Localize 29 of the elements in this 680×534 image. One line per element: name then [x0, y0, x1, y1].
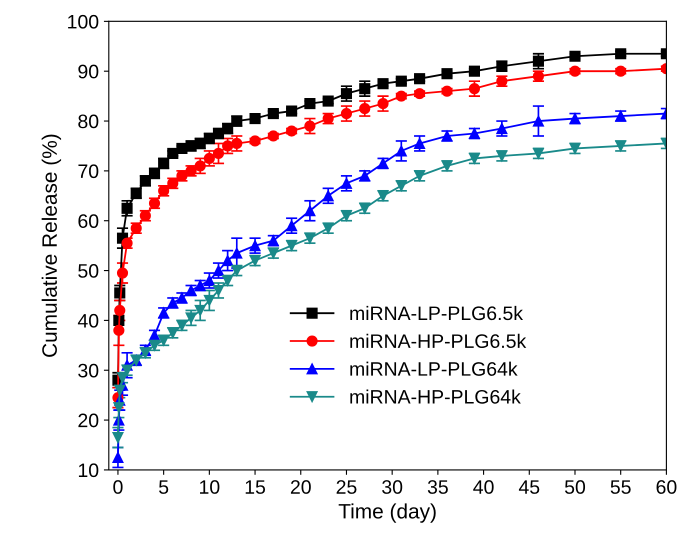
y-tick-label: 30 — [78, 364, 98, 378]
y-tick-label: 40 — [78, 314, 98, 328]
y-tick-label: 90 — [78, 64, 98, 78]
x-tick-label: 30 — [382, 480, 402, 494]
y-tick-label: 100 — [68, 14, 98, 29]
x-tick-label: 25 — [336, 480, 356, 494]
y-axis-title: Cumulative Release (%) — [42, 134, 62, 357]
y-tick-label: 50 — [78, 264, 98, 278]
y-tick-label: 80 — [78, 114, 98, 128]
legend-label: miRNA-LP-PLG64k — [350, 362, 518, 376]
y-tick-label: 20 — [78, 414, 98, 428]
x-tick-label: 15 — [246, 480, 266, 494]
legend-label: miRNA-LP-PLG6.5k — [350, 306, 524, 320]
y-tick-label: 60 — [78, 214, 98, 228]
x-tick-label: 35 — [428, 480, 448, 494]
x-tick-label: 10 — [200, 480, 220, 494]
x-tick-label: 50 — [564, 480, 586, 494]
x-axis-title: Time (day) — [338, 503, 436, 523]
y-tick-label: 10 — [78, 463, 98, 478]
y-tick-label: 70 — [78, 164, 98, 178]
x-tick-label: 20 — [290, 480, 311, 494]
legend-label: miRNA-HP-PLG6.5k — [350, 334, 526, 348]
legend-label: miRNA-HP-PLG64k — [350, 389, 521, 404]
x-tick-label: 5 — [159, 480, 168, 494]
x-tick-label: 45 — [518, 480, 540, 494]
x-tick-label: 55 — [610, 480, 631, 494]
x-tick-label: 40 — [473, 480, 494, 494]
x-tick-label: 0 — [113, 480, 123, 494]
x-tick-label: 60 — [656, 480, 676, 494]
